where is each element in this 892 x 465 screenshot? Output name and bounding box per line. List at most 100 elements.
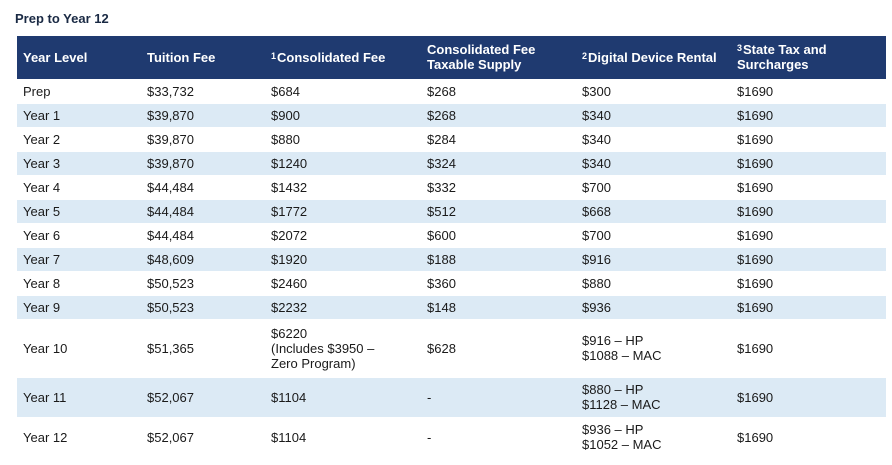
tuition-cell: $48,609 — [141, 246, 265, 271]
taxable-cell: $360 — [421, 270, 576, 295]
state-tax-cell: $1690 — [731, 294, 886, 319]
tuition-cell: $44,484 — [141, 198, 265, 223]
consolidated-cell: $2460 — [265, 270, 421, 295]
state-tax-cell: $1690 — [731, 126, 886, 151]
header-digital-device-rental: 2Digital Device Rental — [582, 49, 717, 65]
year-cell: Prep — [17, 78, 141, 103]
consolidated-cell: $2232 — [265, 294, 421, 319]
year-cell: Year 11 — [17, 376, 141, 417]
state-tax-cell: $1690 — [731, 198, 886, 223]
taxable-cell: - — [421, 416, 576, 457]
consolidated-cell: $2072 — [265, 222, 421, 247]
device-cell: $340 — [576, 102, 731, 127]
year-cell: Year 3 — [17, 150, 141, 175]
footnote-marker: 2 — [582, 50, 588, 61]
state-tax-cell: $1690 — [731, 376, 886, 417]
device-cell: $880 — [576, 270, 731, 295]
year-cell: Year 8 — [17, 270, 141, 295]
tuition-cell: $39,870 — [141, 126, 265, 151]
table-row: Year 12 $52,067 $1104- $936 – HP $1052 – MAC… — [17, 416, 886, 457]
tuition-cell: $44,484 — [141, 174, 265, 199]
tuition-cell: $39,870 — [141, 102, 265, 127]
taxable-cell: $512 — [421, 198, 576, 223]
tuition-cell: $50,523 — [141, 294, 265, 319]
table-row: Year 1 $39,870 $900 $268 $340 $1690 — [17, 102, 886, 127]
taxable-cell: $284 — [421, 126, 576, 151]
taxable-cell: $268 — [421, 102, 576, 127]
device-cell: $668 — [576, 198, 731, 223]
state-tax-cell: $1690 — [731, 246, 886, 271]
table-row: Year 11 $52,067 $1104- $880 – HP $1128 – MAC… — [17, 376, 886, 417]
state-tax-cell: $1690 — [731, 270, 886, 295]
tuition-cell: $44,484 — [141, 222, 265, 247]
tuition-cell: $33,732 — [141, 78, 265, 103]
footnote-marker: 1 — [271, 50, 277, 61]
year-cell: Year 5 — [17, 198, 141, 223]
state-tax-cell: $1690 — [731, 174, 886, 199]
taxable-cell: $332 — [421, 174, 576, 199]
year-cell: Year 2 — [17, 126, 141, 151]
fees-table: Year Level Tuition Fee 1Consolidated Fee… — [17, 36, 886, 457]
header-consolidated-fee: 1Consolidated Fee — [271, 49, 386, 65]
device-cell: $340 — [576, 150, 731, 175]
taxable-cell: $268 — [421, 78, 576, 103]
device-cell: $340 — [576, 126, 731, 151]
year-cell: Year 10 — [17, 318, 141, 377]
year-cell: Year 1 — [17, 102, 141, 127]
taxable-cell: $600 — [421, 222, 576, 247]
table-row: Year 8 $50,523 $2460 $360 $880 $1690 — [17, 270, 886, 295]
tuition-cell: $52,067 — [141, 376, 265, 417]
table-row: Year 2 $39,870 $880 $284 $340 $1690 — [17, 126, 886, 151]
table-row: Year 3 $39,870 $1240 $324 $340 $1690 — [17, 150, 886, 175]
table-row: Year 7 $48,609 $1920 $188 $916 $1690 — [17, 246, 886, 271]
consolidated-cell: $1772 — [265, 198, 421, 223]
device-cell: $936 – HP $1052 – MAC — [576, 416, 731, 457]
tuition-cell: $51,365 — [141, 318, 265, 377]
year-cell: Year 12 — [17, 416, 141, 457]
tuition-cell: $50,523 — [141, 270, 265, 295]
year-cell: Year 7 — [17, 246, 141, 271]
year-cell: Year 9 — [17, 294, 141, 319]
footnote-marker: 3 — [737, 43, 743, 54]
year-cell: Year 6 — [17, 222, 141, 247]
consolidated-cell: $1104 — [265, 376, 421, 417]
device-cell: $916 — [576, 246, 731, 271]
consolidated-cell: $1920 — [265, 246, 421, 271]
consolidated-cell: $900 — [265, 102, 421, 127]
year-cell: Year 4 — [17, 174, 141, 199]
consolidated-cell: $880 — [265, 126, 421, 151]
state-tax-cell: $1690 — [731, 78, 886, 103]
tuition-cell: $52,067 — [141, 416, 265, 457]
header-consolidated-taxable: Consolidated Fee Taxable Supply — [427, 42, 536, 73]
device-cell: $880 – HP $1128 – MAC — [576, 376, 731, 417]
state-tax-cell: $1690 — [731, 416, 886, 457]
table-row: Year 10 $51,365 $6220 (Includes $3950 – Zero… — [17, 318, 886, 377]
device-cell: $300 — [576, 78, 731, 103]
state-tax-cell: $1690 — [731, 150, 886, 175]
device-cell: $700 — [576, 222, 731, 247]
state-tax-cell: $1690 — [731, 102, 886, 127]
consolidated-cell: $1104 — [265, 416, 421, 457]
device-cell: $916 – HP $1088 – MAC — [576, 318, 731, 377]
taxable-cell: $188 — [421, 246, 576, 271]
table-row: Year 5 $44,484 $1772 $512 $668 $1690 — [17, 198, 886, 223]
table-body: Prep $33,732 $684 $268 $300 $1690 Year 1 $39,87… — [17, 78, 886, 457]
consolidated-cell: $6220 (Includes $3950 – Zero Program) — [265, 318, 421, 377]
table-header: Year Level Tuition Fee 1Consolidated Fee… — [17, 36, 886, 79]
header-state-tax: 3State Tax and Surcharges — [737, 42, 827, 73]
consolidated-cell: $1432 — [265, 174, 421, 199]
header-tuition-fee: Tuition Fee — [147, 49, 216, 65]
consolidated-cell: $1240 — [265, 150, 421, 175]
taxable-cell: $148 — [421, 294, 576, 319]
device-cell: $936 — [576, 294, 731, 319]
device-cell: $700 — [576, 174, 731, 199]
table-row: Prep $33,732 $684 $268 $300 $1690 — [17, 78, 886, 103]
header-year-level: Year Level — [23, 49, 88, 65]
header-row: Year Level Tuition Fee 1Consolidated Fee… — [17, 36, 886, 79]
table-row: Year 9 $50,523 $2232 $148 $936 $1690 — [17, 294, 886, 319]
table-row: Year 4 $44,484 $1432 $332 $700 $1690 — [17, 174, 886, 199]
table-caption: Prep to Year 12 — [15, 11, 109, 26]
taxable-cell: $324 — [421, 150, 576, 175]
state-tax-cell: $1690 — [731, 222, 886, 247]
